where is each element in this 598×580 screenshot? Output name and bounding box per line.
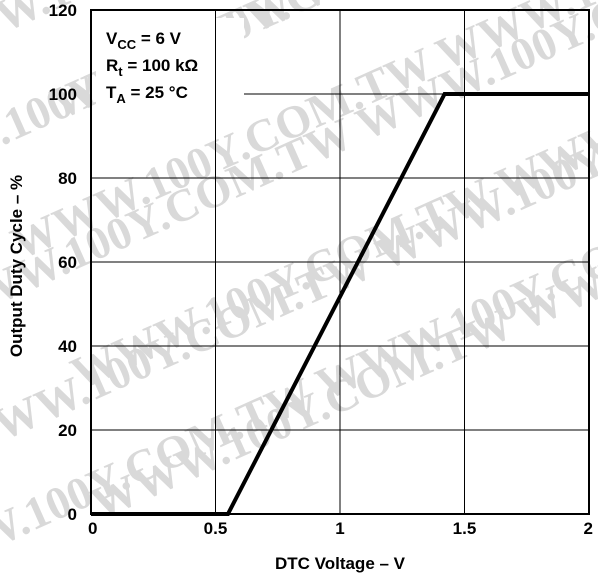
rt-value: = 100 kΩ xyxy=(123,56,199,75)
x-tick-label: 0.5 xyxy=(204,519,228,538)
x-axis-label: DTC Voltage – V xyxy=(275,554,406,573)
y-tick-label: 120 xyxy=(49,1,77,20)
y-tick-label: 100 xyxy=(49,85,77,104)
rt-main: R xyxy=(106,56,118,75)
y-tick-label: 0 xyxy=(68,505,77,524)
series-layer xyxy=(91,92,589,516)
x-tick-labels: 0 0.5 1 1.5 2 xyxy=(88,519,593,538)
y-tick-label: 20 xyxy=(58,421,77,440)
ta-subscript: A xyxy=(116,91,126,106)
ta-main: T xyxy=(106,83,117,102)
ta-value: = 25 °C xyxy=(126,83,188,102)
y-tick-labels: 0 20 40 60 80 100 120 xyxy=(49,1,77,524)
rt-subscript: t xyxy=(118,64,123,79)
annotation-vcc: VCC = 6 V xyxy=(106,29,182,52)
y-tick-label: 60 xyxy=(58,253,77,272)
y-axis-label: Output Duty Cycle – % xyxy=(7,175,26,357)
y-tick-label: 80 xyxy=(58,169,77,188)
x-tick-label: 2 xyxy=(584,519,593,538)
annotation-box xyxy=(96,18,244,110)
x-tick-label: 1 xyxy=(335,519,344,538)
annotation-ta: TA = 25 °C xyxy=(106,83,188,106)
series-line-duty-cycle xyxy=(91,92,589,516)
y-tick-label: 40 xyxy=(58,337,77,356)
vcc-main: V xyxy=(106,29,118,48)
vcc-subscript: CC xyxy=(117,37,136,52)
vcc-value: = 6 V xyxy=(136,29,182,48)
plot-frame xyxy=(90,9,590,515)
annotation-rt: Rt = 100 kΩ xyxy=(106,56,198,79)
x-tick-label: 1.5 xyxy=(453,519,477,538)
x-tick-label: 0 xyxy=(88,519,97,538)
